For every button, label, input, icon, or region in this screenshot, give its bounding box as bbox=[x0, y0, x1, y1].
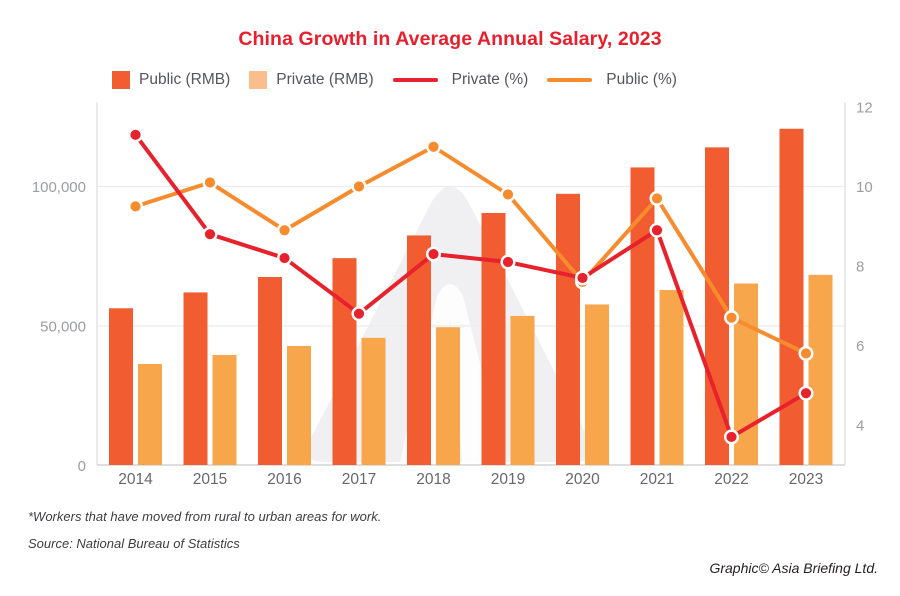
bar-public-2019 bbox=[481, 213, 506, 465]
bar-private-2015 bbox=[212, 355, 237, 465]
bar-private-2017 bbox=[361, 337, 386, 465]
point-public--2021 bbox=[649, 190, 665, 206]
left-axis-tick-label: 50,000 bbox=[40, 319, 86, 336]
legend-label: Public (RMB) bbox=[139, 71, 231, 88]
point-private--2022 bbox=[724, 429, 740, 445]
x-axis-year-label: 2018 bbox=[416, 471, 450, 488]
point-private--2023 bbox=[798, 385, 814, 401]
bar-private-2016 bbox=[287, 345, 311, 465]
bar-private-2019 bbox=[510, 315, 535, 465]
point-private--2021 bbox=[649, 222, 665, 238]
point-public--2016 bbox=[277, 222, 293, 238]
legend-label: Private (%) bbox=[451, 71, 529, 88]
left-axis-tick-label: 0 bbox=[78, 458, 86, 475]
left-axis-tick-label: 100,000 bbox=[32, 179, 86, 196]
right-axis-tick-label: 8 bbox=[856, 259, 864, 276]
bar-private-2018 bbox=[436, 327, 460, 465]
point-private--2014 bbox=[127, 127, 143, 143]
legend-item-private-rmb: Private (RMB) bbox=[249, 71, 374, 89]
point-private--2015 bbox=[202, 226, 218, 242]
bar-private-2020 bbox=[585, 304, 609, 465]
x-axis-year-label: 2023 bbox=[789, 471, 823, 488]
public-rmb-swatch-icon bbox=[112, 71, 130, 89]
legend-item-public-pct: Public (%) bbox=[547, 71, 677, 89]
legend-label: Private (RMB) bbox=[276, 71, 374, 88]
point-public--2014 bbox=[127, 198, 143, 214]
x-axis-year-label: 2016 bbox=[267, 471, 301, 488]
x-axis-year-label: 2015 bbox=[193, 471, 227, 488]
point-public--2019 bbox=[500, 186, 516, 202]
chart-legend: Public (RMB) Private (RMB) Private (%) P… bbox=[112, 71, 677, 89]
right-axis-tick-label: 12 bbox=[856, 100, 873, 117]
legend-item-private-pct: Private (%) bbox=[392, 71, 529, 89]
x-axis-year-label: 2022 bbox=[714, 471, 748, 488]
chart-source: Source: National Bureau of Statistics bbox=[28, 536, 240, 551]
point-public--2015 bbox=[202, 175, 218, 191]
x-axis-year-label: 2021 bbox=[640, 471, 674, 488]
bar-private-2023 bbox=[808, 274, 833, 465]
point-public--2018 bbox=[426, 139, 442, 155]
x-axis-year-label: 2019 bbox=[491, 471, 525, 488]
bar-public-2014 bbox=[109, 308, 133, 465]
public-pct-line-swatch-icon bbox=[547, 78, 593, 82]
point-private--2016 bbox=[277, 250, 293, 266]
point-public--2023 bbox=[798, 345, 814, 361]
bar-private-2021 bbox=[659, 290, 684, 465]
point-private--2018 bbox=[426, 246, 442, 262]
x-axis-year-label: 2017 bbox=[342, 471, 376, 488]
point-private--2020 bbox=[575, 270, 591, 286]
right-axis-tick-label: 4 bbox=[856, 418, 864, 435]
chart-footnote: *Workers that have moved from rural to u… bbox=[28, 509, 382, 524]
line-private- bbox=[133, 132, 808, 439]
point-public--2022 bbox=[724, 310, 740, 326]
private-rmb-swatch-icon bbox=[249, 71, 268, 89]
bar-public-2020 bbox=[556, 193, 580, 465]
legend-item-public-rmb: Public (RMB) bbox=[112, 71, 230, 89]
point-private--2019 bbox=[500, 254, 516, 270]
x-axis-year-label: 2020 bbox=[565, 471, 600, 488]
private-pct-line-swatch-icon bbox=[392, 78, 438, 82]
point-public--2017 bbox=[351, 178, 367, 194]
bar-public-2017 bbox=[332, 258, 357, 465]
x-axis-year-label: 2014 bbox=[118, 471, 153, 488]
bar-public-2016 bbox=[258, 276, 282, 465]
right-axis-tick-label: 10 bbox=[856, 179, 873, 196]
legend-label: Public (%) bbox=[606, 71, 677, 88]
bar-public-2015 bbox=[183, 292, 208, 465]
bar-private-2014 bbox=[138, 363, 162, 465]
chart-credit: Graphic© Asia Briefing Ltd. bbox=[709, 560, 878, 576]
chart-title: China Growth in Average Annual Salary, 2… bbox=[238, 28, 662, 50]
right-axis-tick-label: 6 bbox=[856, 338, 864, 355]
line-public- bbox=[133, 144, 808, 356]
point-private--2017 bbox=[351, 306, 367, 322]
bar-public-2023 bbox=[779, 128, 804, 466]
